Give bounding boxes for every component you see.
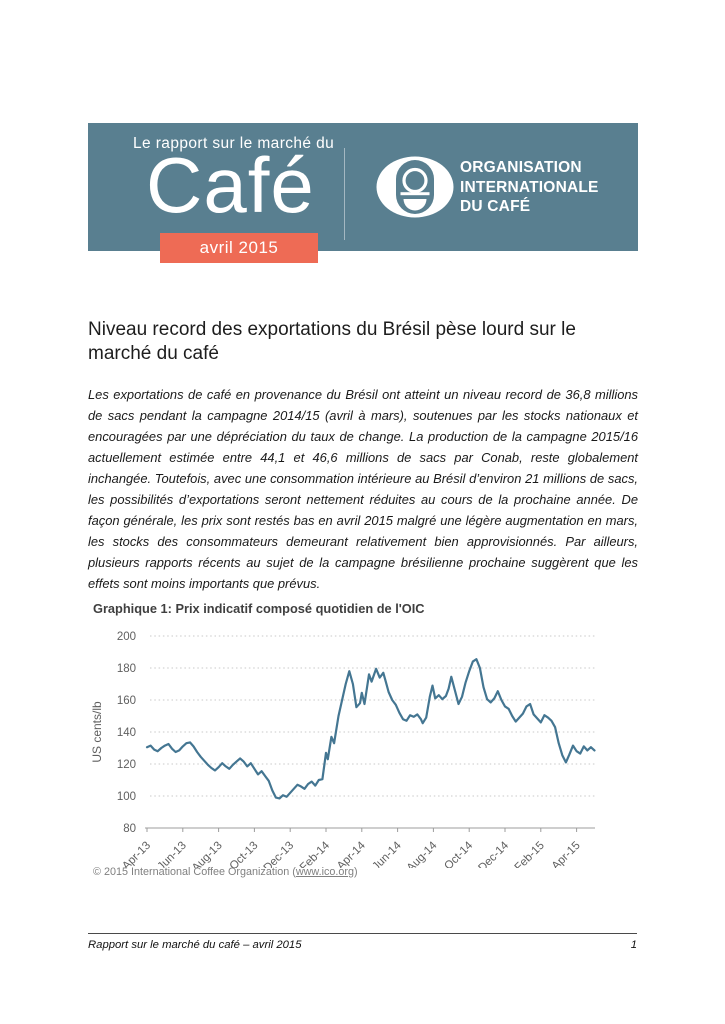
svg-text:Apr-13: Apr-13 — [120, 840, 153, 868]
svg-text:100: 100 — [117, 791, 136, 803]
org-name: ORGANISATION INTERNATIONALE DU CAFÉ — [460, 158, 599, 217]
footer-rule — [88, 933, 637, 934]
ico-logo — [376, 156, 454, 218]
svg-text:US cents/lb: US cents/lb — [90, 701, 104, 763]
issue-badge: avril 2015 — [160, 233, 318, 263]
svg-text:160: 160 — [117, 695, 136, 707]
page-number: 1 — [630, 939, 637, 951]
svg-text:120: 120 — [117, 759, 136, 771]
svg-text:Aug-14: Aug-14 — [405, 839, 440, 868]
svg-text:Jun-14: Jun-14 — [370, 839, 404, 868]
svg-text:Oct-14: Oct-14 — [442, 839, 475, 868]
svg-text:Feb-15: Feb-15 — [513, 840, 547, 868]
svg-text:Dec-13: Dec-13 — [262, 840, 297, 868]
org-name-line: DU CAFÉ — [460, 198, 531, 215]
svg-text:Apr-14: Apr-14 — [335, 839, 368, 868]
chart-source-suffix: ) — [354, 866, 358, 878]
footer: Rapport sur le marché du café – avril 20… — [88, 939, 637, 951]
svg-text:Feb-14: Feb-14 — [298, 839, 333, 868]
svg-text:Dec-14: Dec-14 — [476, 839, 511, 868]
banner-kicker: Le rapport sur le marché du — [133, 135, 335, 152]
footer-title: Rapport sur le marché du café – avril 20… — [88, 939, 302, 951]
ico-link[interactable]: www.ico.org — [295, 866, 355, 878]
svg-text:Apr-15: Apr-15 — [550, 840, 583, 868]
svg-text:180: 180 — [117, 663, 136, 675]
svg-text:Oct-13: Oct-13 — [228, 840, 261, 868]
chart-source-prefix: © 2015 International Coffee Organization… — [93, 866, 296, 878]
figure-caption: Graphique 1: Prix indicatif composé quot… — [93, 601, 425, 616]
org-name-line: INTERNATIONALE — [460, 178, 599, 196]
banner-divider — [344, 148, 345, 240]
svg-text:200: 200 — [117, 631, 136, 643]
svg-text:140: 140 — [117, 727, 136, 739]
brand-title: Café — [146, 141, 315, 229]
article-title: Niveau record des exportations du Brésil… — [88, 318, 576, 365]
chart-source: © 2015 International Coffee Organization… — [93, 866, 358, 878]
lead-paragraph: Les exportations de café en provenance d… — [88, 386, 638, 591]
svg-text:80: 80 — [123, 823, 136, 835]
report-banner: Le rapport sur le marché du Café avril 2… — [88, 123, 638, 263]
org-name-line: ORGANISATION — [460, 159, 582, 176]
svg-text:Jun-13: Jun-13 — [156, 840, 189, 868]
price-chart: 80 100 120 140 160 180 200 Apr-13 Jun-13 Aug-13 Oc… — [88, 620, 638, 874]
svg-text:Aug-13: Aug-13 — [190, 840, 225, 868]
